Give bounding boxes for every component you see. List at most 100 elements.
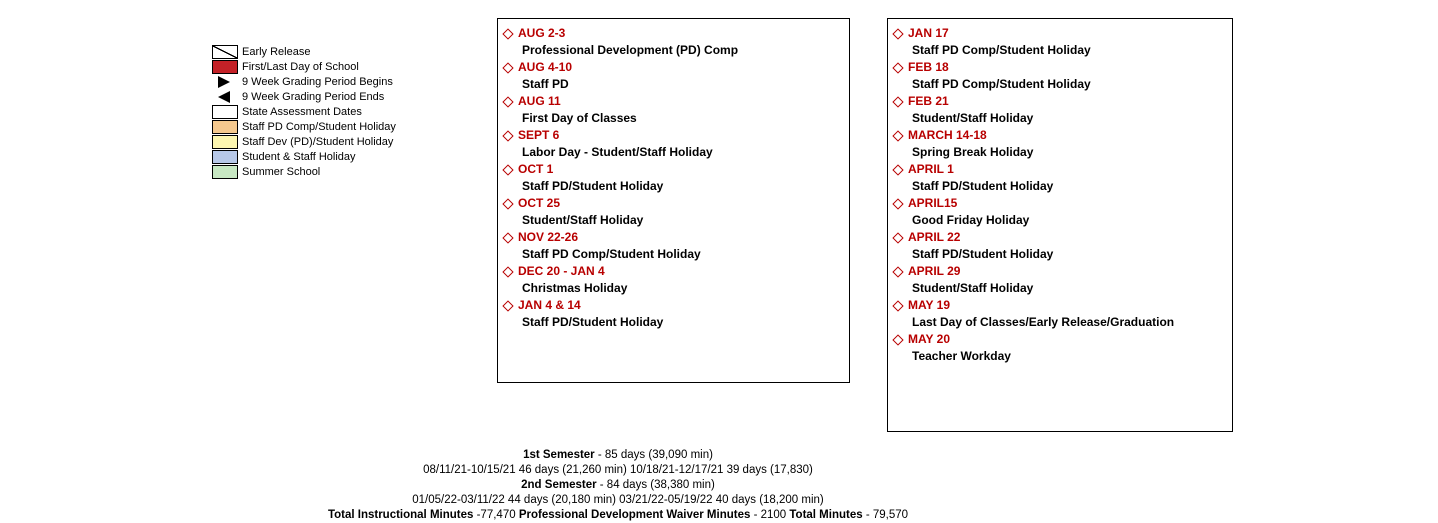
event-date-text: APRIL15: [908, 195, 957, 212]
event-date: APRIL 1: [892, 161, 1226, 178]
legend: Early ReleaseFirst/Last Day of School9 W…: [212, 44, 396, 179]
event-date: OCT 25: [502, 195, 843, 212]
diamond-icon: [502, 130, 513, 141]
events-box-right: JAN 17Staff PD Comp/Student HolidayFEB 1…: [887, 18, 1233, 432]
event-description: Professional Development (PD) Comp: [502, 42, 843, 59]
diamond-icon: [892, 198, 903, 209]
legend-label: 9 Week Grading Period Begins: [242, 75, 393, 89]
event-date: APRIL15: [892, 195, 1226, 212]
event-date: JAN 17: [892, 25, 1226, 42]
diamond-icon: [892, 266, 903, 277]
calendar-legend-page: Early ReleaseFirst/Last Day of School9 W…: [0, 0, 1438, 512]
sem2-rest: - 84 days (38,380 min): [597, 479, 715, 491]
diamond-icon: [502, 96, 513, 107]
diamond-icon: [502, 266, 513, 277]
total-instructional-value: -77,470: [473, 509, 518, 521]
event-description: First Day of Classes: [502, 110, 843, 127]
pd-waiver-label: Professional Development Waiver Minutes: [519, 509, 751, 521]
event-date: MAY 19: [892, 297, 1226, 314]
sem2-breakdown: 01/05/22-03/11/22 44 days (20,180 min) 0…: [0, 493, 1236, 508]
legend-row: First/Last Day of School: [212, 59, 396, 74]
event-date-text: SEPT 6: [518, 127, 559, 144]
pd-waiver-value: - 2100: [750, 509, 789, 521]
legend-row: Staff PD Comp/Student Holiday: [212, 119, 396, 134]
event-date-text: APRIL 1: [908, 161, 954, 178]
diamond-icon: [892, 96, 903, 107]
event-date: JAN 4 & 14: [502, 297, 843, 314]
total-instructional-label: Total Instructional Minutes: [328, 509, 473, 521]
event-date: SEPT 6: [502, 127, 843, 144]
triangle-right-icon: [212, 75, 238, 89]
event-date-text: AUG 11: [518, 93, 561, 110]
total-minutes-label: Total Minutes: [789, 509, 862, 521]
event-description: Staff PD Comp/Student Holiday: [892, 42, 1226, 59]
event-description: Staff PD/Student Holiday: [502, 178, 843, 195]
diamond-icon: [892, 232, 903, 243]
legend-row: 9 Week Grading Period Ends: [212, 89, 396, 104]
diamond-icon: [502, 198, 513, 209]
legend-row: Student & Staff Holiday: [212, 149, 396, 164]
event-date: AUG 11: [502, 93, 843, 110]
event-date-text: FEB 18: [908, 59, 949, 76]
event-date-text: APRIL 29: [908, 263, 960, 280]
legend-swatch: [212, 45, 238, 59]
events-box-left: AUG 2-3Professional Development (PD) Com…: [497, 18, 850, 383]
event-date: OCT 1: [502, 161, 843, 178]
event-description: Good Friday Holiday: [892, 212, 1226, 229]
event-description: Staff PD: [502, 76, 843, 93]
sem2-label: 2nd Semester: [521, 479, 596, 491]
diamond-icon: [502, 300, 513, 311]
event-date-text: OCT 1: [518, 161, 553, 178]
event-description: Staff PD/Student Holiday: [502, 314, 843, 331]
legend-label: Student & Staff Holiday: [242, 150, 356, 164]
legend-label: Staff PD Comp/Student Holiday: [242, 120, 396, 134]
event-description: Last Day of Classes/Early Release/Gradua…: [892, 314, 1226, 331]
event-date: AUG 2-3: [502, 25, 843, 42]
diamond-icon: [892, 130, 903, 141]
event-date-text: FEB 21: [908, 93, 949, 110]
event-date: APRIL 29: [892, 263, 1226, 280]
diamond-icon: [892, 62, 903, 73]
diamond-icon: [502, 28, 513, 39]
event-description: Teacher Workday: [892, 348, 1226, 365]
event-date-text: AUG 2-3: [518, 25, 565, 42]
event-date: FEB 21: [892, 93, 1226, 110]
event-date-text: MAY 20: [908, 331, 950, 348]
event-description: Labor Day - Student/Staff Holiday: [502, 144, 843, 161]
legend-swatch: [212, 105, 238, 119]
event-date-text: OCT 25: [518, 195, 560, 212]
event-date-text: NOV 22-26: [518, 229, 578, 246]
legend-swatch: [212, 120, 238, 134]
event-description: Spring Break Holiday: [892, 144, 1226, 161]
legend-row: 9 Week Grading Period Begins: [212, 74, 396, 89]
legend-label: State Assessment Dates: [242, 105, 362, 119]
total-minutes-value: - 79,570: [863, 509, 908, 521]
event-description: Student/Staff Holiday: [502, 212, 843, 229]
sem1-rest: - 85 days (39,090 min): [595, 449, 713, 461]
legend-label: First/Last Day of School: [242, 60, 359, 74]
event-description: Student/Staff Holiday: [892, 110, 1226, 127]
event-date: MAY 20: [892, 331, 1226, 348]
sem1-label: 1st Semester: [523, 449, 595, 461]
event-date-text: JAN 17: [908, 25, 949, 42]
diamond-icon: [892, 300, 903, 311]
triangle-left-icon: [212, 90, 238, 104]
event-date: NOV 22-26: [502, 229, 843, 246]
event-date: FEB 18: [892, 59, 1226, 76]
event-date: APRIL 22: [892, 229, 1226, 246]
legend-label: Staff Dev (PD)/Student Holiday: [242, 135, 393, 149]
legend-row: Summer School: [212, 164, 396, 179]
event-date-text: DEC 20 - JAN 4: [518, 263, 605, 280]
event-description: Staff PD Comp/Student Holiday: [502, 246, 843, 263]
event-date: AUG 4-10: [502, 59, 843, 76]
diamond-icon: [502, 164, 513, 175]
event-date: DEC 20 - JAN 4: [502, 263, 843, 280]
event-date-text: AUG 4-10: [518, 59, 572, 76]
diamond-icon: [502, 232, 513, 243]
legend-row: Staff Dev (PD)/Student Holiday: [212, 134, 396, 149]
legend-row: State Assessment Dates: [212, 104, 396, 119]
event-description: Staff PD Comp/Student Holiday: [892, 76, 1226, 93]
legend-swatch: [212, 150, 238, 164]
diamond-icon: [892, 334, 903, 345]
event-description: Student/Staff Holiday: [892, 280, 1226, 297]
